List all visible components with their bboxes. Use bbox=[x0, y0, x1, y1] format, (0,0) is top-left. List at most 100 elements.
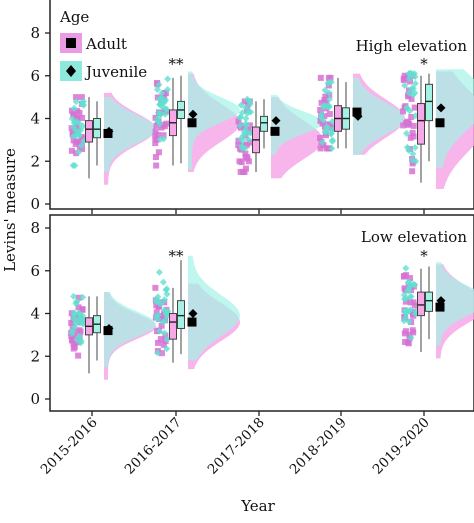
adult-data-point bbox=[409, 327, 416, 334]
juvenile-data-point bbox=[236, 122, 244, 130]
significance-annotation: * bbox=[420, 55, 428, 73]
juvenile-density-cloud bbox=[271, 94, 323, 155]
juvenile-boxplot bbox=[177, 300, 185, 329]
juvenile-data-point bbox=[317, 113, 325, 121]
juvenile-data-point bbox=[80, 101, 88, 109]
juvenile-data-point bbox=[159, 278, 167, 286]
juvenile-data-point bbox=[401, 295, 409, 303]
adult-data-point bbox=[246, 122, 253, 129]
adult-data-point bbox=[410, 299, 417, 306]
legend-adult-marker bbox=[66, 38, 76, 48]
juvenile-data-point bbox=[328, 137, 336, 145]
adult-data-point bbox=[407, 275, 414, 282]
juvenile-mean-marker bbox=[188, 109, 198, 119]
adult-data-point bbox=[411, 302, 418, 309]
adult-data-point bbox=[153, 122, 160, 129]
adult-mean-marker bbox=[270, 126, 280, 136]
juvenile-data-point bbox=[403, 104, 411, 112]
y-axis-label: Levins' measure bbox=[1, 148, 19, 272]
adult-data-point bbox=[68, 319, 75, 326]
juvenile-data-point bbox=[327, 78, 335, 86]
juvenile-data-point bbox=[405, 287, 413, 295]
juvenile-data-point bbox=[403, 129, 411, 137]
juvenile-data-point bbox=[71, 323, 79, 331]
juvenile-density-cloud bbox=[188, 71, 240, 170]
juvenile-boxplot bbox=[425, 291, 433, 312]
adult-data-point bbox=[317, 145, 324, 152]
juvenile-data-point bbox=[403, 143, 411, 151]
juvenile-density-cloud bbox=[436, 262, 474, 346]
juvenile-data-point bbox=[71, 162, 79, 170]
juvenile-data-point bbox=[412, 157, 420, 165]
y-tick-label: 0 bbox=[30, 390, 40, 408]
adult-data-point bbox=[242, 150, 249, 157]
juvenile-data-point bbox=[405, 70, 413, 78]
adult-data-point bbox=[404, 339, 411, 346]
juvenile-data-point bbox=[75, 132, 83, 140]
y-tick-label: 8 bbox=[30, 24, 40, 42]
adult-data-point bbox=[323, 99, 330, 106]
juvenile-data-point bbox=[327, 129, 335, 137]
adult-data-point bbox=[153, 309, 160, 316]
juvenile-data-point bbox=[72, 298, 80, 306]
juvenile-data-point bbox=[155, 81, 163, 89]
adult-data-point bbox=[76, 138, 83, 145]
adult-data-point bbox=[73, 94, 80, 101]
adult-data-point bbox=[321, 113, 328, 120]
adult-data-point bbox=[158, 350, 165, 357]
adult-data-point bbox=[162, 332, 169, 339]
juvenile-data-point bbox=[242, 115, 250, 123]
adult-data-point bbox=[152, 154, 159, 161]
juvenile-data-point bbox=[409, 91, 417, 99]
adult-data-point bbox=[77, 328, 84, 335]
adult-data-point bbox=[403, 272, 410, 279]
y-tick-label: 2 bbox=[30, 347, 40, 365]
panel-bottom-label: Low elevation bbox=[361, 228, 467, 246]
adult-data-point bbox=[163, 120, 170, 127]
adult-data-point bbox=[153, 136, 160, 143]
x-tick-label: 2016-2017 bbox=[122, 415, 185, 478]
adult-data-point bbox=[401, 72, 408, 79]
juvenile-data-point bbox=[237, 113, 245, 121]
juvenile-data-point bbox=[77, 337, 85, 345]
juvenile-data-point bbox=[322, 123, 330, 131]
y-tick-label: 4 bbox=[30, 305, 40, 323]
adult-data-point bbox=[70, 340, 77, 347]
juvenile-data-point bbox=[407, 334, 415, 342]
adult-data-point bbox=[157, 336, 164, 343]
adult-data-point bbox=[154, 131, 161, 138]
juvenile-data-point bbox=[411, 80, 419, 88]
juvenile-data-point bbox=[68, 115, 76, 123]
adult-data-point bbox=[317, 134, 324, 141]
juvenile-data-point bbox=[400, 317, 408, 325]
juvenile-data-point bbox=[402, 264, 410, 272]
adult-data-point bbox=[402, 328, 409, 335]
y-tick-label: 8 bbox=[30, 219, 40, 237]
adult-data-point bbox=[154, 339, 161, 346]
juvenile-mean-marker bbox=[104, 126, 114, 136]
legend-juvenile-marker bbox=[66, 65, 76, 77]
adult-data-point bbox=[79, 145, 86, 152]
y-tick-label: 4 bbox=[30, 110, 40, 128]
juvenile-data-point bbox=[76, 319, 84, 327]
significance-annotation: * bbox=[420, 247, 428, 265]
juvenile-data-point bbox=[318, 138, 326, 146]
juvenile-data-point bbox=[70, 292, 78, 300]
adult-data-point bbox=[326, 111, 333, 118]
adult-mean-marker bbox=[435, 118, 445, 128]
adult-data-point bbox=[161, 314, 168, 321]
adult-data-point bbox=[152, 128, 159, 135]
adult-data-point bbox=[327, 74, 334, 81]
adult-data-point bbox=[410, 122, 417, 129]
juvenile-data-point bbox=[70, 104, 78, 112]
adult-data-point bbox=[155, 149, 162, 156]
juvenile-boxplot bbox=[260, 115, 268, 132]
adult-boxplot bbox=[417, 291, 425, 317]
adult-boxplot bbox=[417, 103, 425, 145]
juvenile-mean-marker bbox=[436, 103, 446, 113]
juvenile-data-point bbox=[245, 136, 253, 144]
x-axis-label: Year bbox=[240, 497, 275, 515]
adult-data-point bbox=[158, 124, 165, 131]
adult-data-point bbox=[160, 132, 167, 139]
adult-data-point bbox=[75, 304, 82, 311]
